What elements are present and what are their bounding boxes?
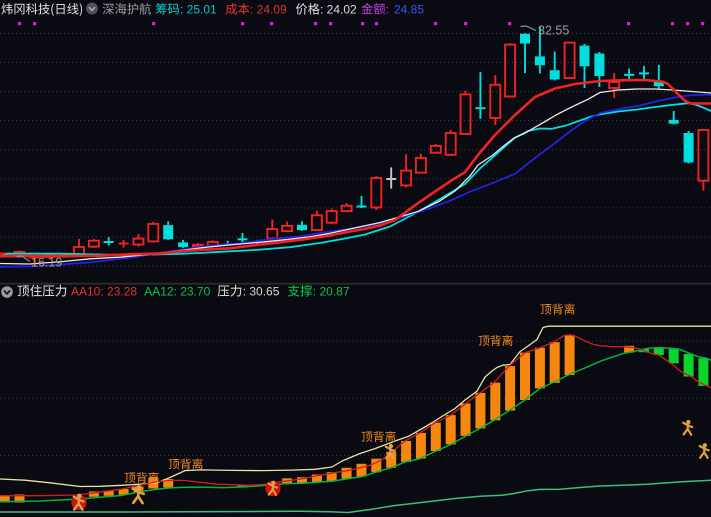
svg-text::: :	[386, 3, 389, 17]
svg-text:: 24.09: : 24.09	[250, 3, 287, 17]
svg-text:AA10: 23.28: AA10: 23.28	[71, 285, 137, 299]
svg-text:: 25.01: : 25.01	[180, 3, 217, 17]
svg-text:24.85: 24.85	[394, 3, 424, 17]
svg-text:32.55: 32.55	[538, 24, 569, 38]
svg-text:: 24.02: : 24.02	[320, 3, 357, 17]
svg-text:AA12: 23.70: AA12: 23.70	[144, 285, 210, 299]
svg-text:: 20.87: : 20.87	[313, 285, 350, 299]
svg-text:16.19: 16.19	[31, 256, 62, 270]
svg-text:: 30.65: : 30.65	[243, 285, 280, 299]
